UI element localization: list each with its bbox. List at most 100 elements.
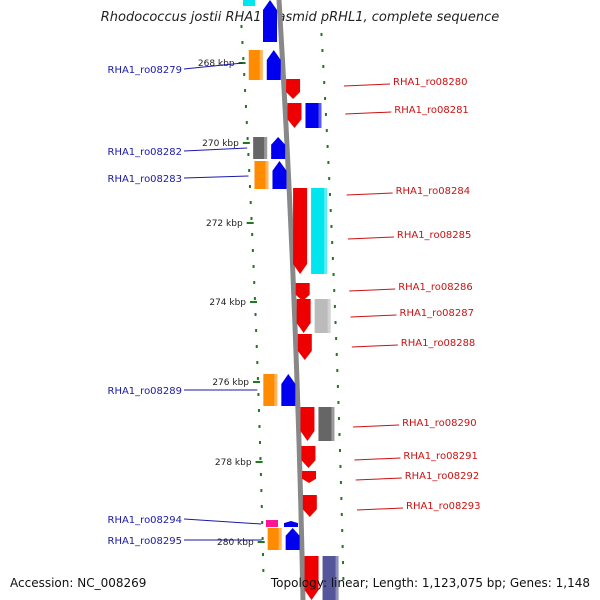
tick-mark xyxy=(342,577,345,580)
tick-mark xyxy=(244,105,247,108)
tick-mark xyxy=(334,321,337,324)
tick-mark xyxy=(340,513,343,516)
tick-mark xyxy=(324,113,327,116)
tick-mark xyxy=(248,185,251,188)
right-gene-label: RHA1_ro08286 xyxy=(398,282,473,293)
gene-block-shade xyxy=(318,103,322,128)
gene-features xyxy=(243,0,339,600)
tick-mark xyxy=(255,329,258,332)
left-gene-label: RHA1_ro08294 xyxy=(108,515,183,526)
tick-mark xyxy=(335,337,338,340)
gene-block-body xyxy=(305,103,322,128)
left-gene-label: RHA1_ro08279 xyxy=(108,65,183,76)
tick-mark xyxy=(257,409,260,412)
right-gene-label: RHA1_ro08284 xyxy=(396,186,471,197)
tick-mark xyxy=(251,233,254,236)
left-gene-label: RHA1_ro08295 xyxy=(108,536,183,547)
leader-line xyxy=(350,314,397,318)
gene-block-body xyxy=(318,407,335,441)
gene-block-body xyxy=(322,556,339,600)
gene-block xyxy=(248,50,263,80)
right-gene-label: RHA1_ro08293 xyxy=(406,501,481,512)
tick-mark xyxy=(253,297,256,300)
tick-mark xyxy=(341,561,344,564)
gene-block-shade xyxy=(331,407,335,441)
tick-mark xyxy=(257,393,260,396)
scale-labels: 268 kbp 270 kbp 272 kbp 274 kbp 276 kbp 278 k… xyxy=(198,59,265,548)
scale-label: 278 kbp xyxy=(215,458,252,468)
leader-line xyxy=(343,83,391,87)
tick-mark xyxy=(248,169,251,172)
gene-block xyxy=(305,103,322,128)
leader-line xyxy=(183,147,248,152)
leader-line xyxy=(355,477,402,481)
scale-tick xyxy=(246,222,254,224)
gene-block-body xyxy=(267,528,282,550)
right-gene-label: RHA1_ro08287 xyxy=(400,308,475,319)
tick-mark xyxy=(262,569,265,572)
gene-arrow xyxy=(302,495,317,517)
leader-line xyxy=(346,192,393,196)
gene-block-body xyxy=(253,137,268,159)
gene-arrow xyxy=(286,79,301,99)
scale-label: 270 kbp xyxy=(202,139,239,149)
left-gene-labels: RHA1_ro08279 RHA1_ro08282 RHA1_ro08283 RHA1… xyxy=(108,62,262,547)
tick-mark xyxy=(339,465,342,468)
tick-mark xyxy=(324,97,327,100)
tick-mark xyxy=(326,145,329,148)
summary-text: Topology: linear; Length: 1,123,075 bp; … xyxy=(270,576,590,590)
scale-tick xyxy=(255,461,263,463)
tick-mark xyxy=(244,89,247,92)
tick-mark xyxy=(341,545,344,548)
tick-mark xyxy=(258,441,261,444)
gene-block-shade xyxy=(264,137,268,159)
tick-mark xyxy=(336,369,339,372)
tick-mark xyxy=(331,257,334,260)
tick-mark xyxy=(323,81,326,84)
gene-arrow xyxy=(301,446,316,468)
leader-line xyxy=(351,344,398,348)
gene-arrow xyxy=(284,521,298,527)
tick-mark xyxy=(242,57,245,60)
scale-label: 276 kbp xyxy=(212,378,249,388)
gene-arrow xyxy=(285,528,300,550)
tick-mark xyxy=(327,161,330,164)
gene-block xyxy=(253,137,268,159)
tick-mark xyxy=(240,25,243,28)
gene-block xyxy=(243,0,255,6)
tick-mark xyxy=(328,177,331,180)
gene-block xyxy=(266,520,278,527)
tick-mark xyxy=(243,73,246,76)
gene-arrow xyxy=(272,161,287,189)
tick-mark xyxy=(245,121,248,124)
gene-arrow xyxy=(263,0,277,42)
gene-arrow xyxy=(266,50,281,80)
tick-mark xyxy=(258,425,261,428)
tick-mark xyxy=(261,521,264,524)
tick-mark xyxy=(328,193,331,196)
tick-mark xyxy=(320,33,323,36)
gene-block xyxy=(318,407,335,441)
tick-mark xyxy=(337,401,340,404)
tick-mark xyxy=(256,377,259,380)
gene-block-body xyxy=(254,161,269,189)
gene-block-body xyxy=(314,299,331,333)
tick-mark xyxy=(249,201,252,204)
left-gene-label: RHA1_ro08282 xyxy=(108,147,183,158)
leader-line xyxy=(349,288,396,292)
tick-mark xyxy=(330,225,333,228)
tick-mark xyxy=(250,217,253,220)
gene-block xyxy=(267,528,282,550)
tick-mark xyxy=(340,497,343,500)
tick-mark xyxy=(322,65,325,68)
scale-label: 274 kbp xyxy=(209,298,246,308)
gene-arrow xyxy=(300,407,315,441)
right-gene-label: RHA1_ro08292 xyxy=(405,471,480,482)
map-title: Rhodococcus jostii RHA1 plasmid pRHL1, c… xyxy=(100,10,500,25)
leader-line xyxy=(183,175,249,179)
scale-tick xyxy=(250,301,258,303)
tick-mark xyxy=(260,505,263,508)
gene-arrow xyxy=(287,103,302,128)
tick-mark xyxy=(341,529,344,532)
gene-arrow xyxy=(302,471,317,483)
